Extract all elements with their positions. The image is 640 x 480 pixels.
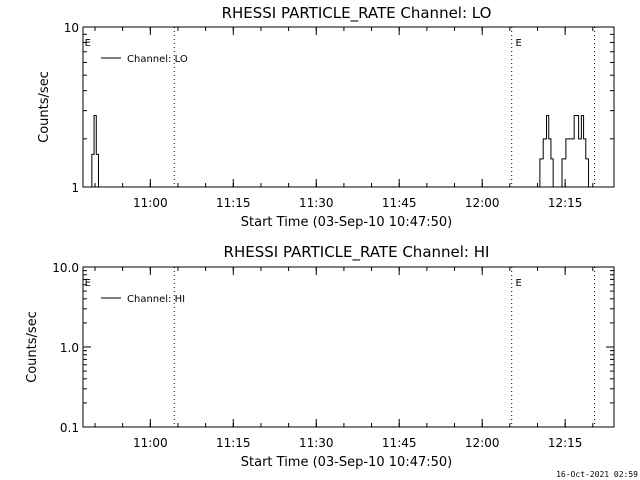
panel-1-series-line [560, 114, 590, 188]
panel-2-chart-title: RHESSI PARTICLE_RATE Channel: HI [224, 243, 490, 262]
panel-2-y-tick-label: 0.1 [60, 421, 79, 435]
panel-2-y-tick-label: 1.0 [60, 341, 79, 355]
panel-1-x-tick-label: 11:30 [299, 196, 334, 210]
panel-2-event-label: E [516, 278, 522, 289]
panel-2-x-tick-label: 11:45 [382, 436, 417, 450]
panel-2-event-label: E [85, 278, 91, 289]
panel-2-x-axis-label: Start Time (03-Sep-10 10:47:50) [241, 455, 452, 470]
panel-1-x-tick-label: 12:00 [465, 196, 500, 210]
panel-2-plot-frame [82, 266, 615, 428]
panel-1-y-axis-label: Counts/sec [37, 71, 52, 143]
panel-1-x-tick-label: 11:45 [382, 196, 417, 210]
panel-1-chart-title: RHESSI PARTICLE_RATE Channel: LO [222, 4, 492, 23]
panel-2-x-tick-label: 12:00 [465, 436, 500, 450]
timestamp: 16-Oct-2021 02:59 [556, 470, 638, 479]
panel-2-x-tick-label: 11:15 [216, 436, 251, 450]
panel-1-x-axis-label: Start Time (03-Sep-10 10:47:50) [241, 215, 452, 230]
panel-1-series-line [89, 114, 101, 188]
panel-1-x-tick-label: 12:15 [548, 196, 583, 210]
panel-1-y-tick-label: 1 [71, 181, 79, 195]
panel-1-event-label: E [516, 38, 522, 49]
panel-1-plot-frame [82, 26, 615, 188]
panel-2-y-axis-label: Counts/sec [25, 311, 40, 383]
panel-1-event-label: E [85, 38, 91, 49]
panel-2-x-tick-label: 11:30 [299, 436, 334, 450]
panel-1-series-line [536, 114, 554, 188]
panel-1-x-tick-label: 11:00 [133, 196, 168, 210]
panel-2-y-tick-label: 10.0 [52, 261, 79, 275]
panel-2-x-tick-label: 12:15 [548, 436, 583, 450]
panel-2-legend-label: Channel: HI [127, 294, 185, 305]
panel-1-y-tick-label: 10 [64, 21, 79, 35]
panel-1-x-tick-label: 11:15 [216, 196, 251, 210]
panel-2-x-tick-label: 11:00 [133, 436, 168, 450]
panel-1-legend-label: Channel: LO [127, 54, 188, 65]
